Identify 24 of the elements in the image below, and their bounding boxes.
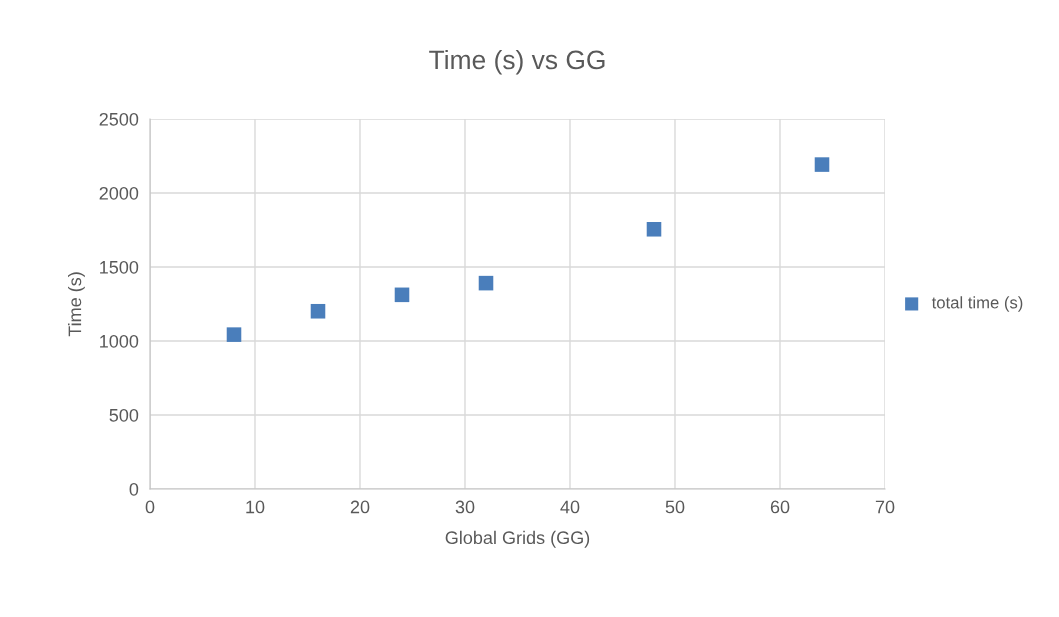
y-tick-label: 500 [109,408,139,422]
y-tick-label: 0 [129,482,139,496]
legend-label: total time (s) [931,296,1023,312]
point [226,327,242,342]
y-tick-label: 2000 [99,186,139,200]
point [394,287,410,303]
point [478,275,494,291]
x-tick-label: 50 [665,500,685,514]
point [310,303,326,319]
x-tick-label: 40 [560,500,580,514]
x-tick-label: 20 [350,500,370,514]
x-tick-label: 0 [145,500,155,514]
x-tick-label: 30 [455,500,475,514]
x-tick-label: 70 [875,500,895,514]
y-tick-label: 1000 [100,334,139,348]
x-tick-label: 10 [246,500,265,514]
point [814,157,830,172]
y-axis-title: Time (s) [68,272,85,337]
x-tick-label: 60 [770,500,790,514]
y-tick-label: 1500 [100,260,139,274]
chart-title: Time (s) vs GG [429,49,605,75]
x-axis-title: Global Grids (GG) [445,530,590,548]
y-tick-label: 2500 [99,112,139,126]
point [646,221,662,237]
